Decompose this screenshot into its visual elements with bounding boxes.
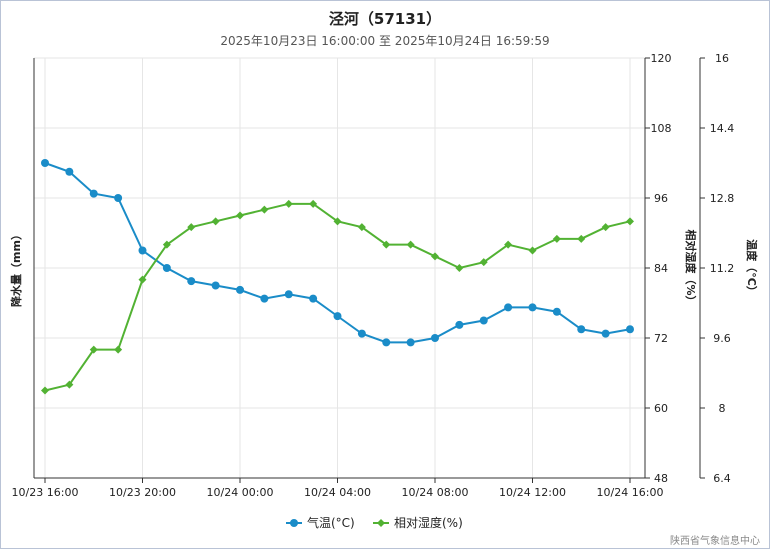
x-tick-label: 10/24 00:00	[207, 486, 274, 499]
humidity-point	[138, 275, 147, 284]
humidity-point	[528, 246, 537, 255]
humidity-point	[41, 386, 49, 395]
humidity-tick-label: 108	[651, 122, 672, 135]
temperature-point	[162, 264, 171, 272]
temperature-point	[528, 303, 537, 312]
temperature-point	[333, 312, 342, 321]
humidity-point	[431, 252, 439, 261]
legend-label: 气温(°C)	[307, 515, 355, 530]
temperature-point	[187, 277, 196, 286]
temperature-point	[211, 281, 220, 290]
humidity-point	[577, 234, 586, 243]
temperature-point	[236, 285, 244, 294]
humidity-tick-label: 96	[654, 192, 668, 205]
temperature-point	[65, 167, 74, 176]
humidity-point	[455, 264, 464, 272]
temperature-tick-label: 16	[715, 52, 729, 65]
humidity-point	[114, 345, 123, 354]
x-tick-label: 10/24 08:00	[402, 486, 469, 499]
temperature-point	[601, 329, 610, 338]
watermark-label: 陕西省气象信息中心	[670, 536, 760, 547]
temperature-point	[309, 294, 318, 303]
temperature-point	[479, 316, 488, 325]
humidity-point	[552, 234, 561, 243]
humidity-tick-label: 60	[654, 402, 668, 415]
humidity-point	[236, 211, 244, 220]
temperature-point	[504, 303, 513, 312]
x-tick-label: 10/23 20:00	[109, 486, 176, 499]
temperature-point	[431, 334, 439, 342]
temperature-point	[357, 329, 366, 338]
humidity-point	[309, 199, 318, 208]
temperature-tick-label: 14.4	[710, 122, 735, 135]
humidity-point	[65, 380, 74, 389]
humidity-point	[479, 258, 488, 267]
temperature-tick-label: 12.8	[710, 192, 735, 205]
temperature-point	[406, 338, 415, 347]
humidity-point	[162, 240, 171, 249]
humidity-point	[284, 199, 293, 208]
humidity-point	[333, 217, 342, 226]
humidity-point	[601, 223, 610, 232]
humidity-point	[626, 217, 634, 226]
humidity-tick-label: 48	[654, 472, 668, 485]
temperature-point	[626, 325, 634, 334]
temperature-tick-label: 11.2	[710, 262, 735, 275]
humidity-point	[382, 240, 391, 249]
humidity-axis-title: 相对湿度（%）	[684, 229, 698, 306]
legend-marker-diamond[interactable]	[377, 519, 385, 527]
temperature-point	[552, 307, 561, 316]
x-tick-label: 10/24 16:00	[597, 486, 664, 499]
temperature-point	[41, 159, 49, 167]
humidity-tick-label: 72	[654, 332, 668, 345]
humidity-point	[357, 223, 366, 232]
x-tick-label: 10/24 04:00	[304, 486, 371, 499]
left-axis-title: 降水量（mm）	[9, 229, 23, 307]
x-tick-label: 10/24 12:00	[499, 486, 566, 499]
temperature-point	[89, 189, 98, 198]
chart-title: 泾河（57131）	[328, 10, 442, 28]
legend-label: 相对湿度(%)	[394, 515, 463, 530]
temperature-point	[138, 246, 147, 255]
chart-subtitle: 2025年10月23日 16:00:00 至 2025年10月24日 16:59…	[220, 34, 550, 48]
legend-marker-circle[interactable]	[290, 519, 298, 527]
humidity-tick-label: 84	[654, 262, 668, 275]
humidity-point	[211, 217, 220, 226]
humidity-point	[260, 205, 269, 214]
temperature-point	[577, 325, 586, 334]
temperature-point	[260, 294, 269, 303]
humidity-point	[504, 240, 513, 249]
humidity-point	[406, 240, 415, 249]
temperature-tick-label: 8	[719, 402, 726, 415]
temperature-axis-title: 温度（°C）	[745, 239, 759, 297]
humidity-tick-label: 120	[651, 52, 672, 65]
humidity-point	[187, 223, 196, 232]
temperature-tick-label: 9.6	[713, 332, 731, 345]
temperature-point	[114, 194, 123, 202]
temperature-point	[455, 320, 464, 329]
humidity-point	[89, 345, 98, 354]
x-tick-label: 10/23 16:00	[12, 486, 79, 499]
temperature-point	[382, 338, 391, 347]
temperature-point	[284, 290, 293, 299]
temperature-tick-label: 6.4	[713, 472, 731, 485]
